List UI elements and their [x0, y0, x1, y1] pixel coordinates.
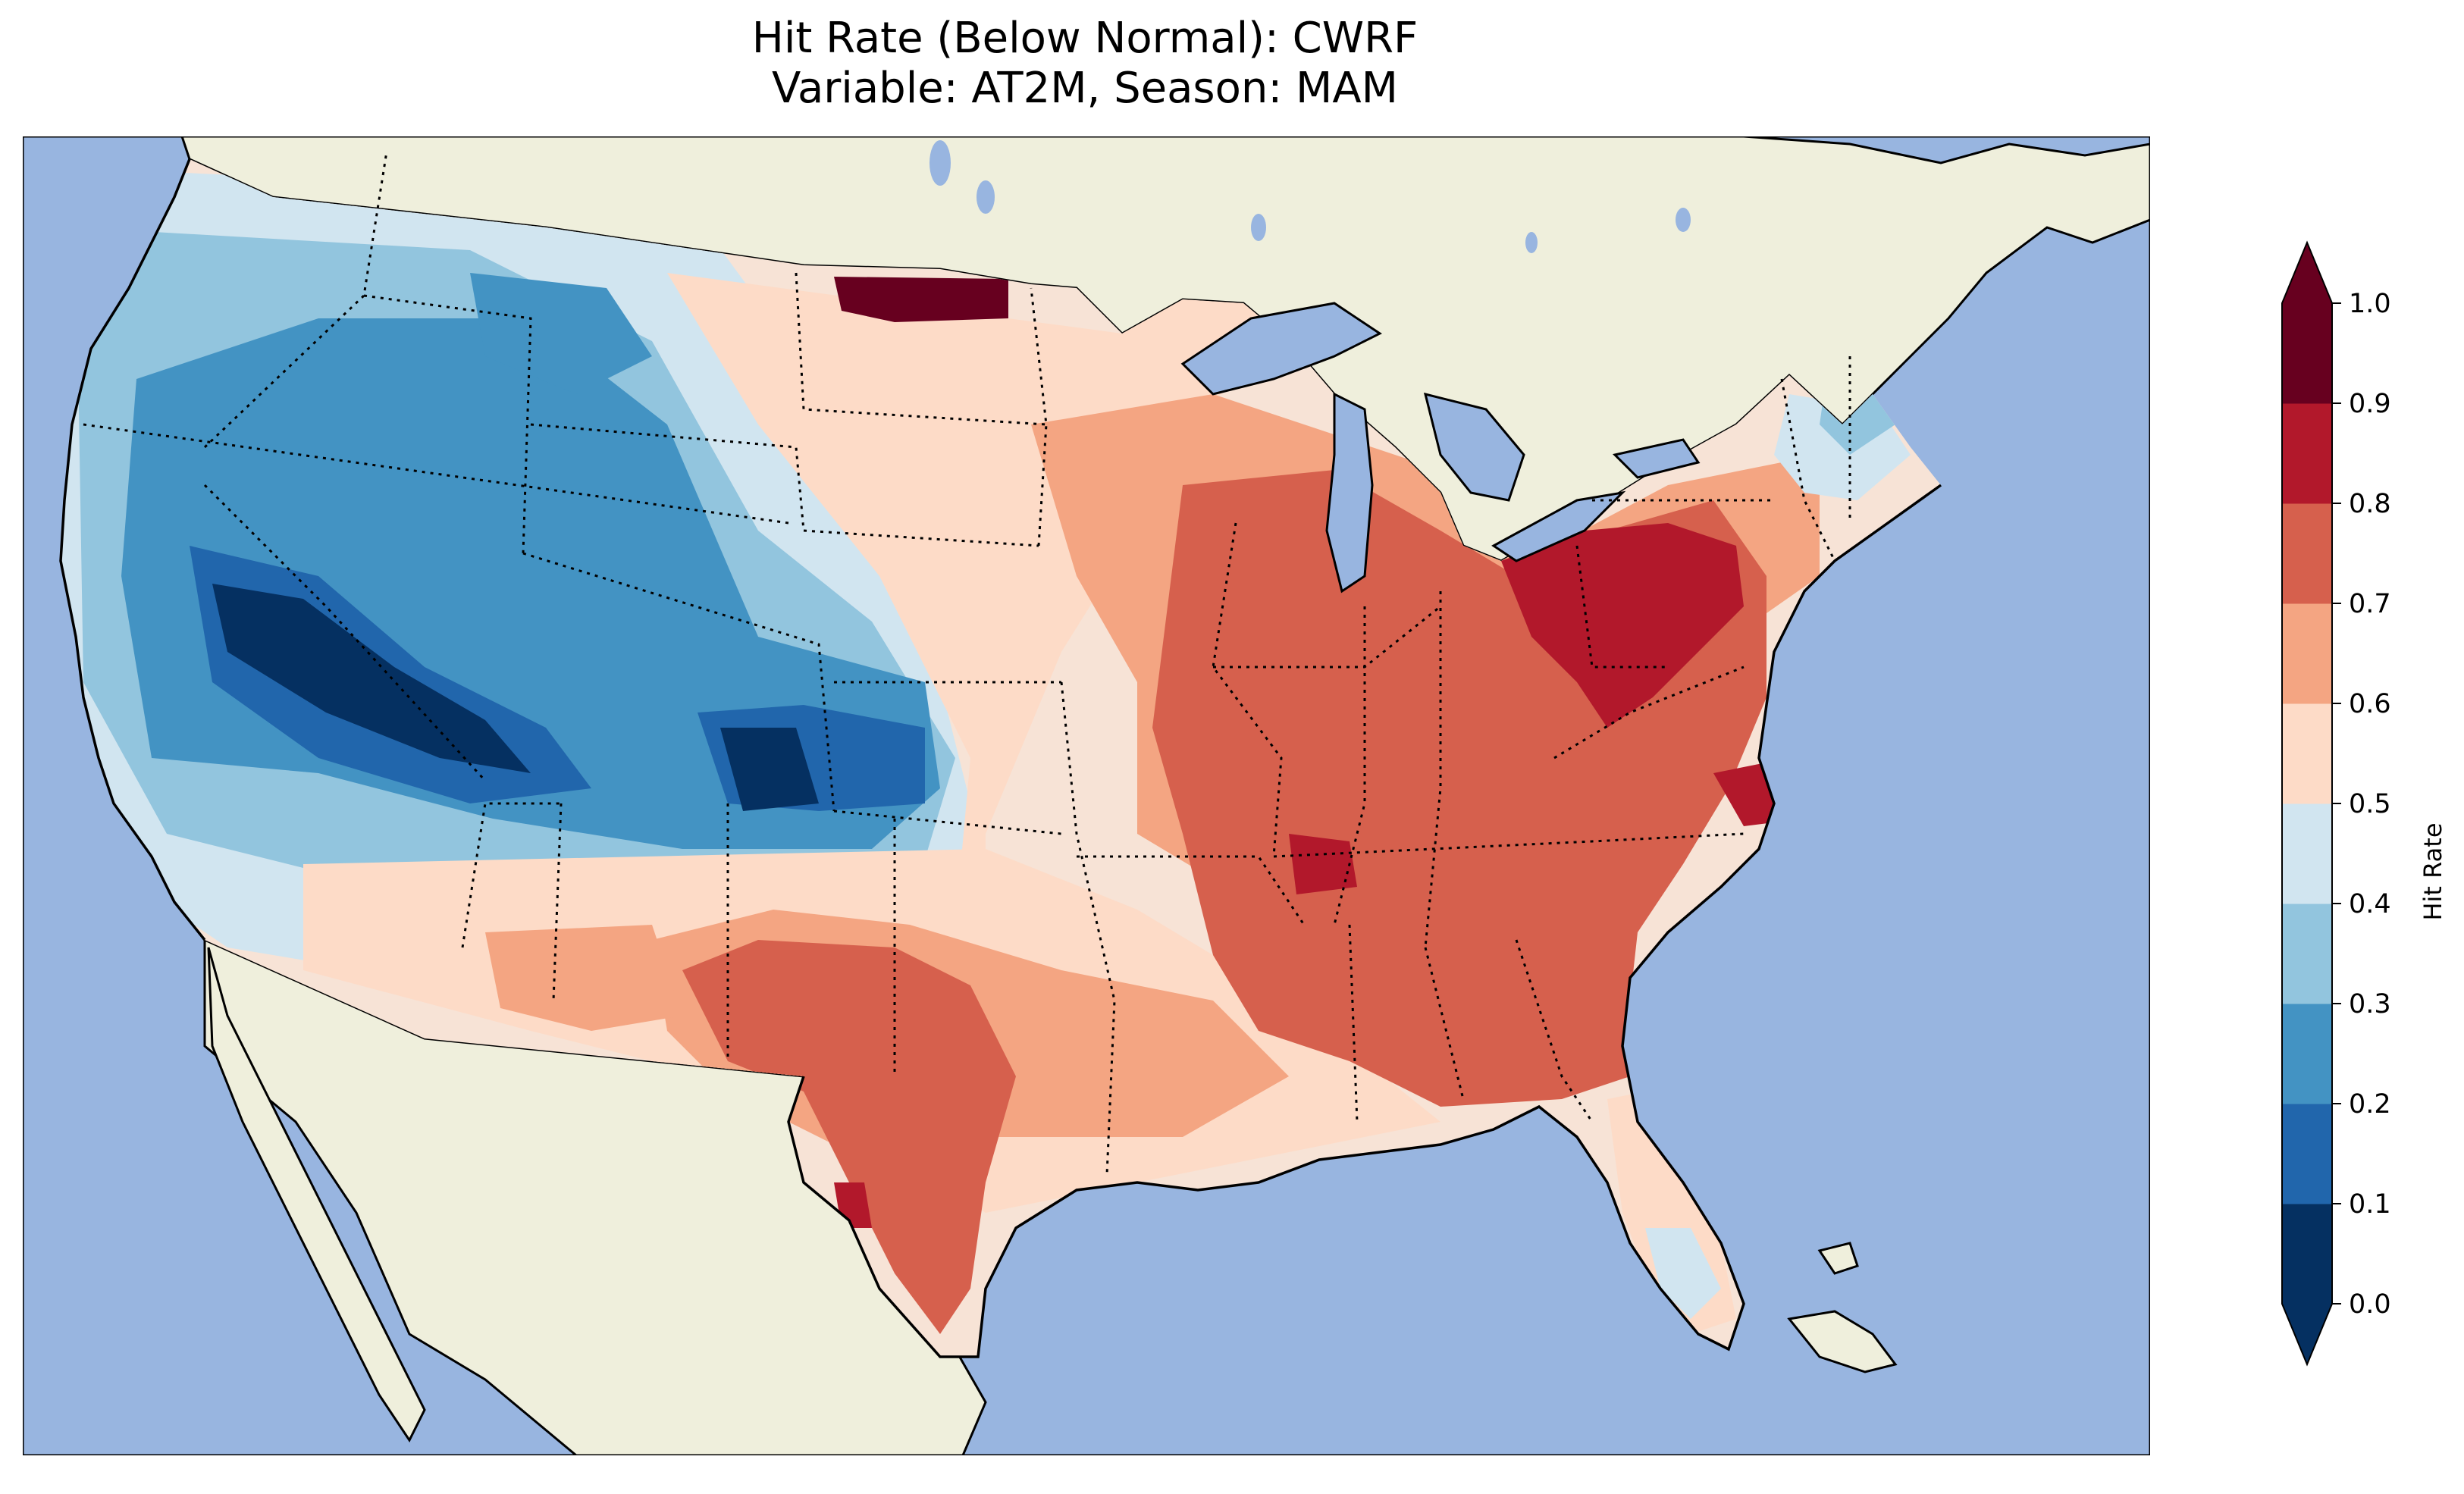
- colorbar-extend-min: [2282, 1304, 2332, 1364]
- state-borders: [83, 151, 1851, 1176]
- colorbar-label: Hit Rate: [2419, 822, 2447, 920]
- lake-erie: [1491, 490, 1626, 562]
- colorbar-tick-label: 0.7: [2349, 589, 2391, 619]
- field-tennessee-darkred: [1289, 834, 1357, 894]
- lake-michigan: [1325, 392, 1374, 594]
- bahamas-island: [1817, 1242, 1859, 1275]
- title-line-1: Hit Rate (Below Normal): CWRF: [751, 14, 1419, 63]
- colorbar-bin: [2282, 1104, 2332, 1204]
- colorbar-tick-label: 0.0: [2349, 1289, 2391, 1320]
- colorbar-tick-label: 0.3: [2349, 989, 2391, 1019]
- field-florida-blue: [1645, 1228, 1721, 1319]
- colorbar-tick-label: 1.0: [2349, 289, 2391, 319]
- field-great-basin-darkest: [212, 584, 531, 773]
- colorbar-bin: [2282, 703, 2332, 804]
- colorbar-bin: [2282, 1004, 2332, 1104]
- colorbar-bin: [2282, 1204, 2332, 1305]
- colorbar-tick-label: 0.5: [2349, 789, 2391, 819]
- lake-ontario: [1613, 438, 1701, 479]
- cuba-island: [1787, 1310, 1898, 1373]
- colorbar-tick-label: 0.9: [2349, 389, 2391, 419]
- title-line-2: Variable: AT2M, Season: MAM: [772, 64, 1398, 113]
- field-texas-red: [682, 940, 1016, 1334]
- usa-coastline: [59, 158, 1942, 1358]
- colorbar: 0.0 0.1 0.2 0.3 0.4 0.5 0.6 0.7 0.8 0.9 1.0: [2281, 240, 2391, 1367]
- colorbar-tick-label: 0.4: [2349, 889, 2391, 919]
- hit-rate-field: [61, 167, 1911, 1334]
- field-colorado-darkest: [720, 728, 819, 811]
- field-mexico-border-orange: [485, 925, 682, 1031]
- canada-lakes: [929, 140, 1691, 253]
- colorbar-tick-label: 0.8: [2349, 489, 2391, 519]
- lake-huron: [1423, 392, 1525, 502]
- colorbar-bin: [2282, 603, 2332, 704]
- colorbar-bin: [2282, 303, 2332, 404]
- map-panel: [23, 136, 2150, 1455]
- colorbar-extend-max: [2282, 243, 2332, 303]
- colorbar-bin: [2282, 904, 2332, 1004]
- field-north-dakota-darkest: [834, 277, 1008, 322]
- chart-title: Hit Rate (Below Normal): CWRF Variable: …: [0, 14, 2170, 114]
- baja-peninsula: [207, 947, 426, 1442]
- colorbar-bin: [2282, 503, 2332, 604]
- colorbar-bin: [2282, 803, 2332, 904]
- colorbar-tick-label: 0.2: [2349, 1089, 2391, 1120]
- colorbar-bin: [2282, 403, 2332, 504]
- field-ohio-darkred: [1501, 523, 1744, 728]
- lake-superior: [1180, 302, 1382, 396]
- colorbar-tick-label: 0.6: [2349, 689, 2391, 719]
- colorbar-tick-label: 0.1: [2349, 1189, 2391, 1220]
- field-north-blue: [470, 273, 652, 394]
